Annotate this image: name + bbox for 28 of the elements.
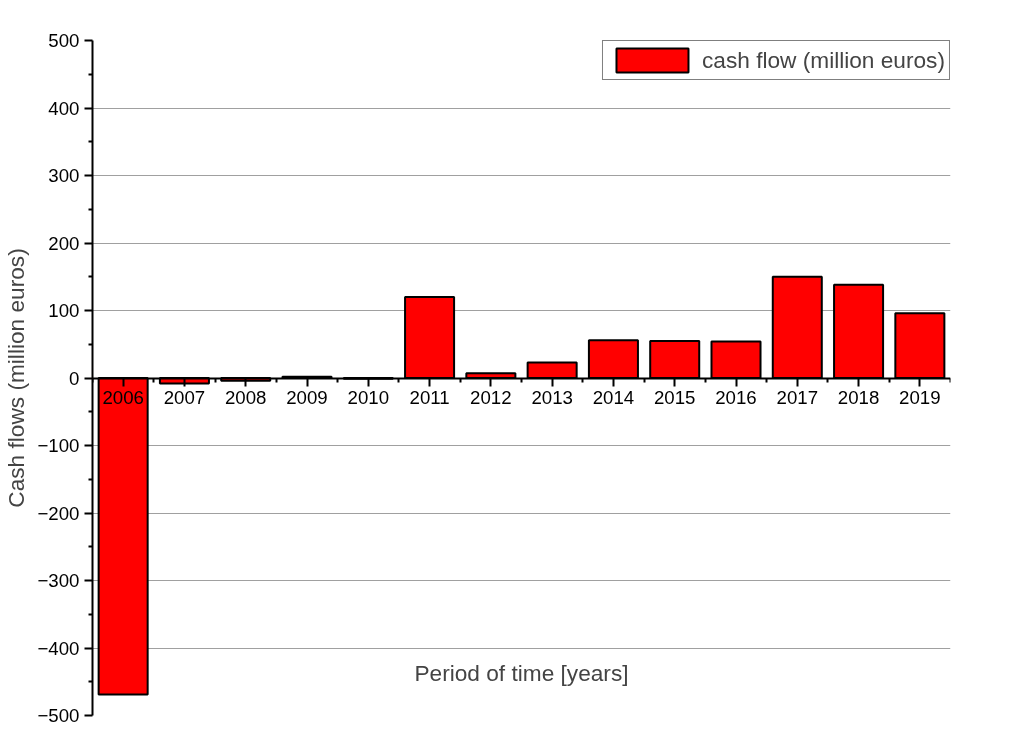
x-tick-label: 2008 [224,387,267,408]
x-tick-label: 2019 [899,387,941,408]
y-tick-label: −500 [37,705,80,726]
x-tick-label: 2016 [715,387,757,408]
y-tick-label: 300 [48,165,80,186]
y-tick-label: 200 [48,232,80,254]
y-axis-title: Cash flows (million euros) [3,248,30,508]
y-tick-label: −400 [37,637,80,659]
y-tick-label: 500 [48,30,80,51]
legend-label: cash flow (million euros) [701,46,945,74]
x-tick-label: 2017 [776,387,819,408]
y-tick-label: −300 [37,570,80,591]
y-tick-label: 400 [48,97,80,119]
x-tick-label: 2010 [347,387,390,408]
y-tick-label: 100 [48,300,80,321]
x-tick-label: 2018 [837,387,880,408]
x-tick-label: 2009 [286,387,328,408]
x-tick-label: 2006 [102,387,144,408]
x-tick-label: 2007 [163,387,206,408]
y-tick-label: 0 [69,367,80,389]
x-tick-label: 2014 [592,387,635,408]
x-tick-label: 2015 [653,387,696,408]
x-axis-title: Period of time [years] [414,659,629,686]
y-tick-label: −100 [37,435,80,456]
y-tick-label: −200 [37,502,80,524]
x-tick-label: 2012 [470,387,512,408]
x-tick-label: 2013 [531,387,573,408]
x-tick-label: 2011 [409,387,450,408]
